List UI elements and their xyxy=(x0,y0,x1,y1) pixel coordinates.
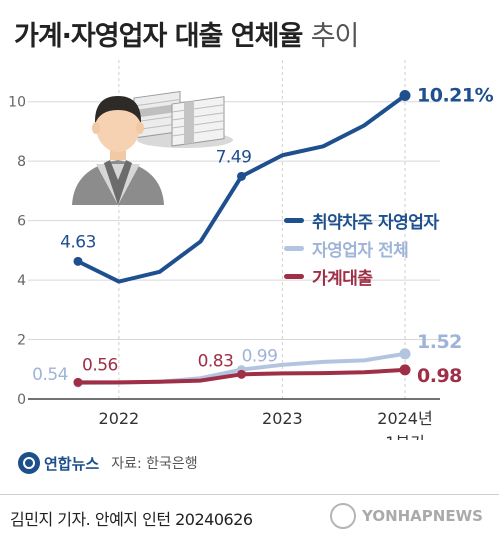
footer-divider xyxy=(0,494,499,495)
legend-label-selfemployed: 자영업자 전체 xyxy=(312,240,409,261)
x-tick-label: 1분기 xyxy=(385,433,425,440)
data-point-0-4 xyxy=(237,171,246,181)
legend-item-household: 가계대출 xyxy=(284,262,439,290)
legend-item-vulnerable: 취약차주 자영업자 xyxy=(284,206,439,234)
title-sub: 추이 xyxy=(310,21,360,52)
line-chart: 4.63 7.49 10.21% 0.54 0.99 1.52 0.56 0.83 0.98 0… xyxy=(8,60,494,452)
legend-label-household: 가계대출 xyxy=(312,268,373,289)
x-tick-label: 2022 xyxy=(99,409,140,428)
legend-item-selfemployed: 자영업자 전체 xyxy=(284,234,439,262)
x-tick-label: 2023 xyxy=(262,409,303,428)
data-point-0-0 xyxy=(73,256,83,266)
y-tick-label: 4 xyxy=(17,273,26,289)
data-point-0-8 xyxy=(399,89,411,101)
data-label: 10.21% xyxy=(417,84,494,106)
logo-text: 연합뉴스 xyxy=(44,454,100,473)
watermark-text: YONHAPNEWS xyxy=(362,507,483,525)
data-point-2-0 xyxy=(73,377,83,387)
data-point-2-4 xyxy=(237,369,246,379)
data-label: 0.54 xyxy=(32,365,68,385)
y-tick-label: 6 xyxy=(17,214,26,230)
data-label: 1.52 xyxy=(417,331,462,353)
data-label: 4.63 xyxy=(60,232,96,252)
series-layer xyxy=(73,89,411,388)
data-label: 0.56 xyxy=(82,355,118,375)
person-icon xyxy=(72,96,164,205)
credit-text: 김민지 기자. 안예지 인턴 20240626 xyxy=(10,510,253,529)
y-tick-label: 8 xyxy=(17,154,26,170)
legend-label-vulnerable: 취약차주 자영업자 xyxy=(312,212,439,233)
yonhap-logo-icon xyxy=(18,452,40,474)
chart-area: 4.63 7.49 10.21% 0.54 0.99 1.52 0.56 0.83 0.98 0… xyxy=(8,60,494,452)
data-label: 0.83 xyxy=(198,351,234,371)
money-stack-icon xyxy=(133,90,233,148)
y-tick-label: 2 xyxy=(17,333,26,349)
label-layer: 4.63 7.49 10.21% 0.54 0.99 1.52 0.56 0.83 0.98 xyxy=(32,84,494,387)
watermark: YONHAPNEWS xyxy=(330,503,483,529)
watermark-icon xyxy=(330,503,356,529)
data-point-2-8 xyxy=(399,364,411,376)
data-label: 0.98 xyxy=(417,365,462,387)
x-tick-label: 2024년 xyxy=(377,409,432,428)
page-title: 가계·자영업자 대출 연체율 추이 xyxy=(14,14,360,53)
legend-swatch-vulnerable xyxy=(284,217,304,223)
title-main: 가계·자영업자 대출 연체율 xyxy=(14,21,303,52)
y-tick-label: 10 xyxy=(8,95,26,111)
data-point-1-8 xyxy=(399,348,411,360)
data-label: 0.99 xyxy=(242,347,278,367)
legend-swatch-selfemployed xyxy=(284,245,304,251)
legend-swatch-household xyxy=(284,273,304,279)
source-text: 자료: 한국은행 xyxy=(111,456,198,472)
data-label: 7.49 xyxy=(216,147,252,167)
legend: 취약차주 자영업자 자영업자 전체 가계대출 xyxy=(284,206,439,290)
source-bar: 연합뉴스 자료: 한국은행 xyxy=(18,452,198,474)
y-tick-label: 0 xyxy=(17,392,26,408)
